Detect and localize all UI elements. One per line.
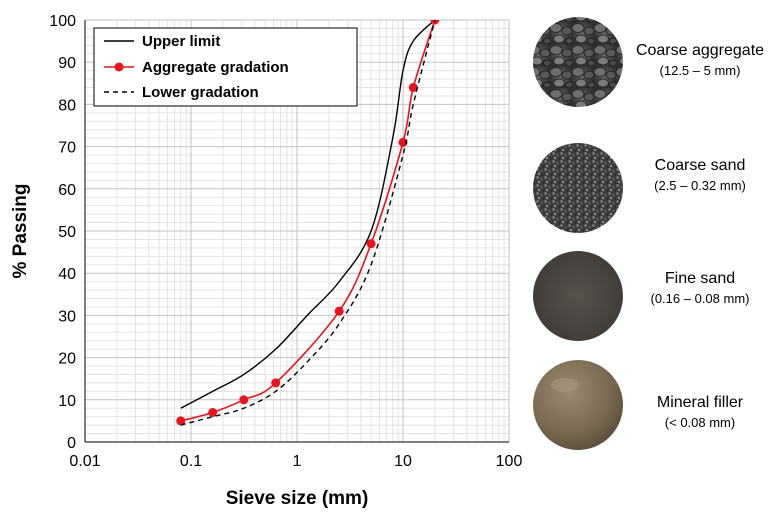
y-tick-label: 10 [58, 393, 76, 410]
y-tick-label: 40 [58, 266, 76, 283]
data-point-aggregate-gradation [334, 306, 344, 316]
material-label-coarse-sand: Coarse sand (2.5 – 0.32 mm) [620, 157, 776, 193]
data-point-aggregate-gradation [366, 239, 376, 249]
series-line-upper-limit [180, 20, 436, 409]
x-tick-label: 100 [496, 453, 523, 470]
y-tick-label: 50 [58, 224, 76, 241]
legend-marker-aggregate-gradation [114, 62, 124, 72]
axes [84, 20, 509, 443]
material-name: Fine sand [664, 270, 736, 287]
material-label-coarse-aggregate: Coarse aggregate (12.5 – 5 mm) [620, 42, 776, 78]
coarse-sand-photo [533, 143, 623, 233]
y-tick-label: 90 [58, 55, 76, 72]
x-tick-label: 0.01 [69, 453, 100, 470]
series-area [176, 20, 440, 426]
material-range: (< 0.08 mm) [664, 415, 736, 430]
data-point-aggregate-gradation [176, 416, 186, 426]
legend-label-lower-gradation: Lower gradation [142, 84, 259, 101]
y-tick-label: 100 [49, 13, 76, 30]
material-name: Coarse sand [654, 157, 746, 174]
material-label-mineral-filler: Mineral filler (< 0.08 mm) [620, 394, 776, 430]
fine-sand-photo [533, 251, 623, 341]
material-range: (12.5 – 5 mm) [659, 63, 741, 78]
data-point-aggregate-gradation [208, 407, 218, 417]
material-name: Mineral filler [656, 394, 744, 411]
mineral-filler-photo-highlight [551, 378, 579, 392]
material-range: (2.5 – 0.32 mm) [654, 178, 746, 193]
tick-labels: 0.01 0.1 1 10 100 0 10 20 30 40 50 60 70 80 90 100 [49, 13, 522, 470]
material-range: (0.16 – 0.08 mm) [650, 291, 750, 306]
x-tick-label: 0.1 [180, 453, 202, 470]
y-tick-label: 80 [58, 97, 76, 114]
legend: Upper limit Aggregate gradation Lower gr… [93, 27, 358, 107]
y-axis-title: % Passing [10, 183, 31, 278]
y-tick-label: 30 [58, 308, 76, 325]
coarse-aggregate-photo [533, 17, 623, 107]
y-tick-label: 60 [58, 182, 76, 199]
mineral-filler-photo [533, 360, 623, 450]
material-name: Coarse aggregate [635, 42, 765, 59]
legend-label-aggregate-gradation: Aggregate gradation [142, 59, 289, 76]
data-point-aggregate-gradation [398, 137, 408, 147]
x-tick-label: 1 [293, 453, 302, 470]
material-label-fine-sand: Fine sand (0.16 – 0.08 mm) [620, 270, 776, 306]
data-point-aggregate-gradation [430, 20, 440, 25]
x-tick-label: 10 [394, 453, 412, 470]
series-line-lower-gradation [180, 20, 436, 426]
material-photos [533, 17, 623, 450]
data-point-aggregate-gradation [408, 83, 418, 93]
data-point-aggregate-gradation [239, 395, 249, 405]
data-point-aggregate-gradation [271, 378, 281, 388]
legend-box [93, 27, 358, 107]
legend-label-upper-limit: Upper limit [142, 33, 220, 50]
y-tick-label: 0 [67, 435, 76, 452]
series-line-aggregate-gradation [180, 20, 436, 422]
y-tick-label: 70 [58, 140, 76, 157]
y-tick-label: 20 [58, 351, 76, 368]
x-axis-title: Sieve size (mm) [226, 488, 369, 509]
